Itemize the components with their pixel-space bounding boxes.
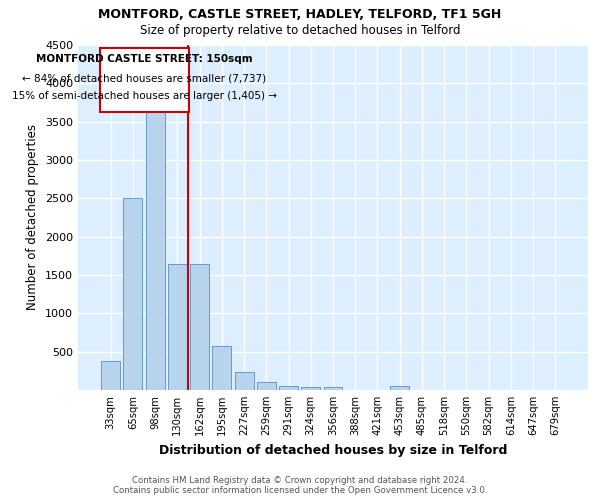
Text: MONTFORD, CASTLE STREET, HADLEY, TELFORD, TF1 5GH: MONTFORD, CASTLE STREET, HADLEY, TELFORD… <box>98 8 502 20</box>
Bar <box>190 264 209 390</box>
Bar <box>301 387 320 390</box>
Text: ← 84% of detached houses are smaller (7,737): ← 84% of detached houses are smaller (7,… <box>22 74 266 84</box>
FancyBboxPatch shape <box>100 48 189 112</box>
Bar <box>257 382 276 390</box>
Text: Contains HM Land Registry data © Crown copyright and database right 2024.
Contai: Contains HM Land Registry data © Crown c… <box>113 476 487 495</box>
Bar <box>323 387 343 390</box>
Bar <box>390 386 409 390</box>
Bar <box>124 198 142 390</box>
Bar <box>235 372 254 390</box>
Bar <box>146 106 164 390</box>
Y-axis label: Number of detached properties: Number of detached properties <box>26 124 40 310</box>
Text: MONTFORD CASTLE STREET: 150sqm: MONTFORD CASTLE STREET: 150sqm <box>36 54 253 64</box>
Bar <box>212 346 231 390</box>
Bar <box>101 361 120 390</box>
Text: Size of property relative to detached houses in Telford: Size of property relative to detached ho… <box>140 24 460 37</box>
X-axis label: Distribution of detached houses by size in Telford: Distribution of detached houses by size … <box>159 444 507 456</box>
Bar <box>168 264 187 390</box>
Text: 15% of semi-detached houses are larger (1,405) →: 15% of semi-detached houses are larger (… <box>12 91 277 101</box>
Bar <box>279 386 298 390</box>
